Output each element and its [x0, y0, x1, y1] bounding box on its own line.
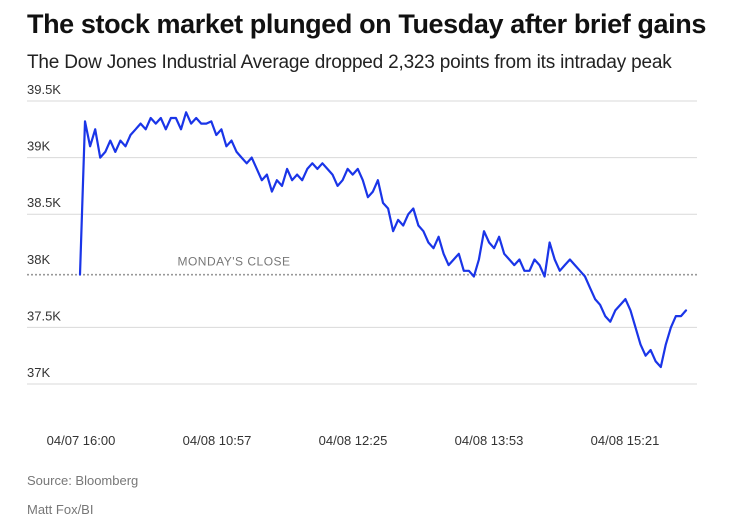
x-tick-label: 04/07 16:00	[47, 433, 116, 448]
y-tick-label: 39K	[27, 139, 50, 154]
credit-note: Matt Fox/BI	[27, 502, 94, 517]
chart-title: The stock market plunged on Tuesday afte…	[27, 9, 706, 39]
x-tick-label: 04/08 15:21	[591, 433, 660, 448]
chart-subtitle: The Dow Jones Industrial Average dropped…	[27, 52, 672, 73]
y-tick-label: 38K	[27, 252, 50, 267]
reference-line-label: MONDAY'S CLOSE	[177, 255, 290, 269]
y-tick-label: 37K	[27, 365, 50, 380]
y-tick-label: 37.5K	[27, 308, 61, 323]
y-tick-label: 38.5K	[27, 195, 61, 210]
x-tick-label: 04/08 12:25	[319, 433, 388, 448]
x-tick-label: 04/08 10:57	[183, 433, 252, 448]
y-tick-label: 39.5K	[27, 82, 61, 97]
series-line-dow	[78, 111, 688, 369]
source-note: Source: Bloomberg	[27, 473, 139, 488]
x-tick-label: 04/08 13:53	[455, 433, 524, 448]
